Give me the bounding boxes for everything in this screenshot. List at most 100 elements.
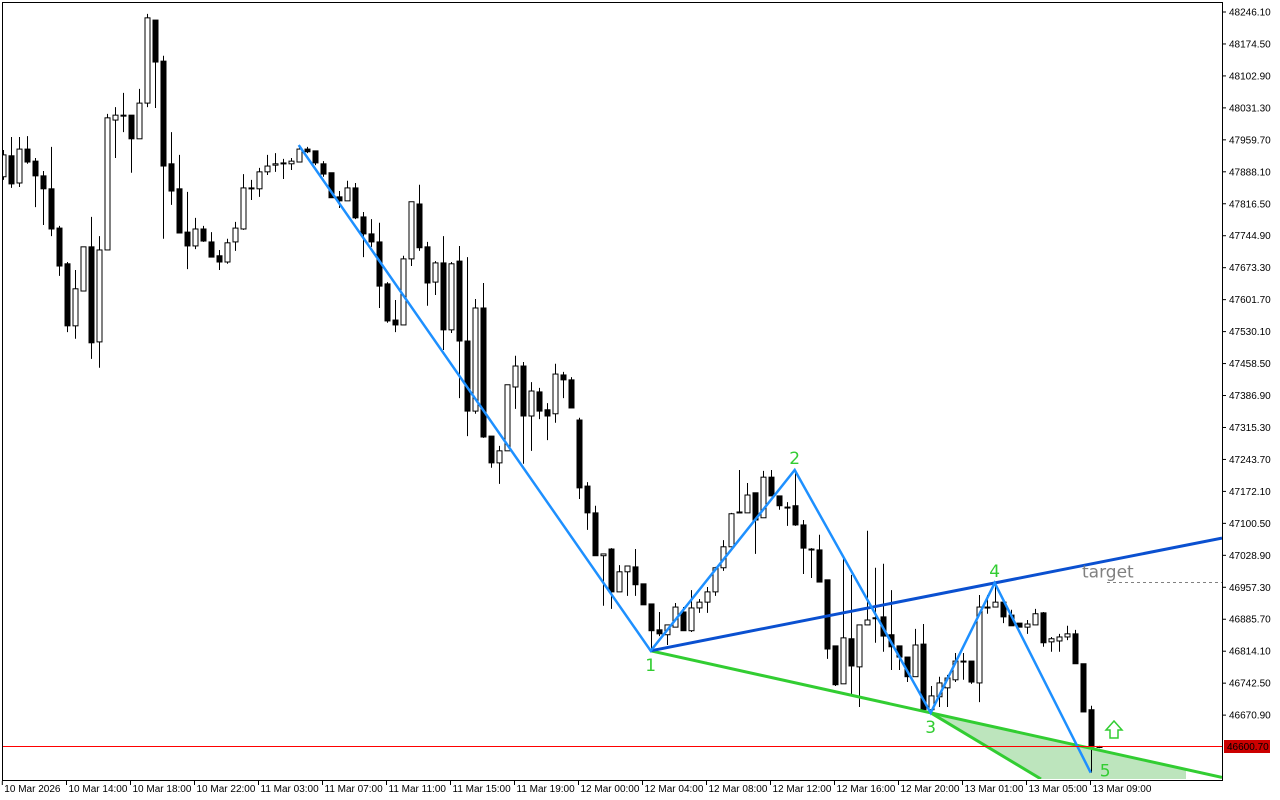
- candle-body-bull: [600, 553, 607, 557]
- candle: [608, 548, 615, 609]
- candle-body-bear: [480, 307, 487, 438]
- price-tick-label: 47673.30: [1229, 263, 1271, 274]
- candle: [592, 505, 599, 557]
- candle: [848, 574, 855, 695]
- candle-body-bear: [784, 506, 791, 509]
- candle: [960, 653, 967, 680]
- candle: [552, 363, 559, 423]
- candle-body-bear: [440, 262, 447, 331]
- time-tick-label: 12 Mar 08:00: [709, 784, 768, 795]
- candle: [496, 445, 503, 484]
- candle: [856, 624, 863, 708]
- candle: [968, 660, 975, 684]
- price-tick-label: 47172.10: [1229, 487, 1271, 498]
- candle: [64, 262, 71, 333]
- candle: [568, 377, 575, 409]
- candle-body-bear: [208, 241, 215, 258]
- time-tick-label: 12 Mar 12:00: [773, 784, 832, 795]
- candle-body-bear: [368, 233, 375, 243]
- time-tick-label: 12 Mar 00:00: [581, 784, 640, 795]
- candle: [400, 255, 407, 326]
- candle-body-bull: [744, 494, 751, 514]
- candle: [1072, 629, 1079, 665]
- candle: [88, 216, 95, 359]
- candle-body-bull: [472, 307, 479, 412]
- candle-body-bull: [80, 246, 87, 292]
- candle: [72, 270, 79, 339]
- candle-body-bear: [320, 163, 327, 175]
- price-tick-label: 47315.30: [1229, 423, 1271, 434]
- time-tick-label: 11 Mar 11:00: [389, 784, 447, 795]
- candle: [600, 553, 607, 606]
- candle: [472, 299, 479, 414]
- candle: [784, 502, 791, 526]
- candle-body-bull: [144, 17, 151, 104]
- candle-body-bear: [520, 365, 527, 417]
- candle-body-bull: [512, 365, 519, 388]
- candle-body-bear: [416, 203, 423, 249]
- candle-body-bear: [576, 419, 583, 489]
- candle: [648, 603, 655, 651]
- time-axis: 10 Mar 2026 10 Mar 14:00 10 Mar 18:00 10 Ma…: [1, 781, 1152, 795]
- candle: [152, 19, 159, 109]
- candle: [368, 219, 375, 247]
- candle: [56, 225, 63, 276]
- lower-trendline[interactable]: [650, 649, 1222, 779]
- upper-trendline[interactable]: [650, 536, 1222, 653]
- candle: [528, 382, 535, 451]
- candle: [640, 583, 647, 606]
- candle-body-bull: [272, 163, 279, 166]
- candle-body-bull: [728, 513, 735, 548]
- candle-body-bear: [960, 660, 967, 663]
- target-zone: [930, 712, 1186, 779]
- candle: [200, 225, 207, 242]
- candle-body-bear: [1072, 633, 1079, 665]
- candle-body-bull: [192, 228, 199, 247]
- candle: [216, 249, 223, 271]
- candle-body-bear: [1040, 612, 1047, 644]
- candle: [416, 184, 423, 251]
- candle-body-bear: [648, 603, 655, 632]
- candle: [176, 154, 183, 234]
- pattern-lines: [297, 144, 1222, 779]
- price-tick-label: 47816.50: [1229, 199, 1271, 210]
- candle: [536, 387, 543, 420]
- candle-body-bear: [464, 340, 471, 412]
- candle-body-bull: [760, 476, 767, 519]
- candle-body-bear: [8, 155, 15, 185]
- candle: [464, 257, 471, 437]
- candle: [104, 113, 111, 251]
- candle-body-bear: [216, 255, 223, 263]
- candle-body-bull: [688, 607, 695, 632]
- candle-body-bear: [800, 524, 807, 549]
- candle-body-bear: [584, 485, 591, 514]
- candle: [736, 470, 743, 514]
- candle: [840, 558, 847, 685]
- wave-label-3: 3: [925, 718, 936, 738]
- candle-body-bull: [240, 187, 247, 230]
- candle-body-bull: [232, 227, 239, 243]
- candle: [40, 170, 47, 225]
- candle: [1056, 633, 1063, 652]
- candle: [184, 191, 191, 270]
- candle: [728, 512, 735, 548]
- candle: [688, 590, 695, 633]
- time-tick-label: 11 Mar 03:00: [261, 784, 320, 795]
- candle-body-bear: [848, 638, 855, 667]
- candle-body-bull: [112, 114, 119, 121]
- chart-frame: [2, 2, 1223, 781]
- candle-body-bear: [1088, 709, 1095, 748]
- candle-body-bear: [792, 505, 799, 526]
- candle: [288, 158, 295, 171]
- candle-body-bull: [96, 249, 103, 343]
- candle: [8, 137, 15, 188]
- candle: [440, 236, 447, 350]
- zone-boundary-line[interactable]: [929, 711, 1042, 779]
- wave-label-5: 5: [1100, 762, 1111, 782]
- candle: [120, 92, 127, 133]
- candles: [3, 13, 1103, 773]
- wave-zigzag[interactable]: [297, 144, 1092, 774]
- candle: [248, 179, 255, 200]
- candle: [352, 183, 359, 220]
